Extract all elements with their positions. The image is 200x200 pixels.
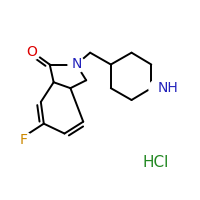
Circle shape bbox=[24, 43, 40, 60]
Text: F: F bbox=[20, 133, 28, 147]
Circle shape bbox=[149, 80, 165, 96]
Text: NH: NH bbox=[157, 81, 178, 95]
Circle shape bbox=[147, 154, 164, 170]
Circle shape bbox=[68, 56, 85, 73]
Circle shape bbox=[16, 132, 32, 149]
Text: N: N bbox=[71, 58, 82, 72]
Text: O: O bbox=[27, 45, 37, 59]
Text: HCl: HCl bbox=[142, 155, 168, 170]
